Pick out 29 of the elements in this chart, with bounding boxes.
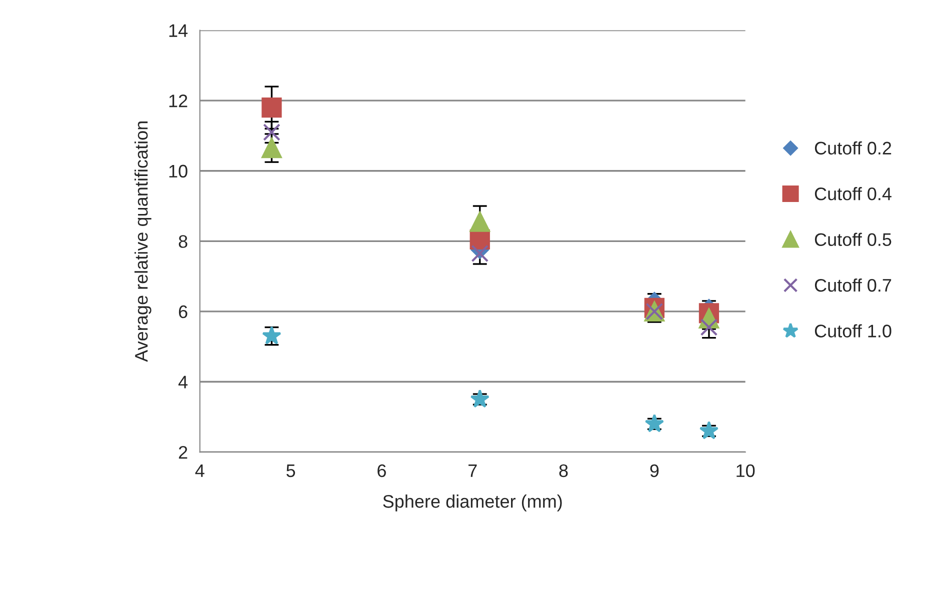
point: [262, 138, 282, 158]
point: [263, 124, 280, 141]
point: [699, 420, 719, 440]
x-tick-label: 5: [286, 464, 296, 478]
y-tick-label: 6: [178, 305, 188, 318]
x-tick-label: 10: [736, 464, 755, 478]
y-tick-label: 14: [169, 24, 188, 37]
y-tick-label: 4: [178, 376, 188, 388]
point: [470, 212, 490, 232]
legend-label: Cutoff 0.4: [814, 187, 892, 200]
x-axis-title: Sphere diameter (mm): [383, 494, 562, 512]
point: [470, 389, 490, 408]
x-tick-label: 7: [468, 464, 477, 477]
point: [644, 414, 664, 432]
y-axis-title: Average relative quantification: [134, 122, 152, 362]
point: [700, 318, 718, 336]
legend-label: Cutoff 0.5: [814, 232, 892, 246]
legend-label: Cutoff 1.0: [814, 324, 892, 338]
x-tick-label: 4: [195, 464, 204, 477]
point: [262, 98, 282, 118]
y-tick-label: 2: [178, 446, 188, 459]
y-tick-label: 8: [178, 235, 188, 248]
y-tick-label: 12: [169, 94, 188, 108]
x-tick-label: 6: [378, 464, 386, 478]
legend-label: Cutoff 0.7: [814, 278, 892, 292]
legend-label: Cutoff 0.2: [814, 141, 892, 155]
x-tick-label: 8: [559, 464, 568, 478]
y-tick-label: 10: [169, 164, 188, 178]
x-tick-label: 9: [650, 464, 659, 478]
